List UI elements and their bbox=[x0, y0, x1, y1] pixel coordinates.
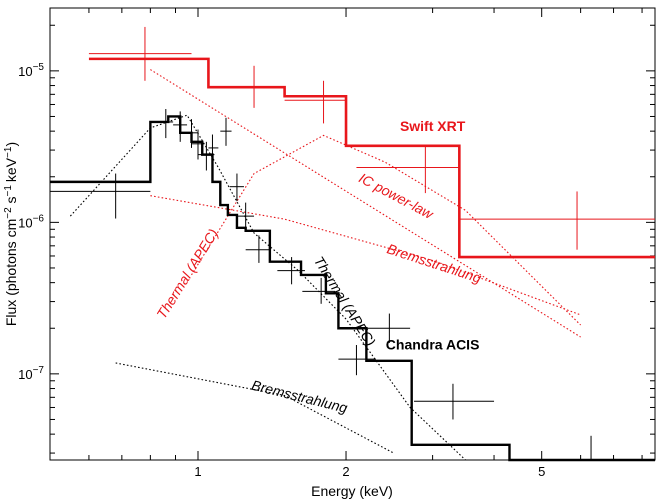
bremsstrahlung-label: Bremsstrahlung bbox=[250, 377, 349, 416]
plot-frame bbox=[49, 7, 656, 461]
y-axis-title: Flux (photons cm−2 s−1keV−1) bbox=[3, 142, 19, 326]
bremsstrahlung-dotted-line bbox=[115, 362, 394, 454]
y-axis-title-part: ) bbox=[3, 142, 19, 147]
swift-xrt-model-step-line bbox=[88, 57, 655, 259]
annotations: Swift XRT IC power-law Bremsstrahlung Therm… bbox=[153, 118, 483, 416]
y-tick-label: 10−6 bbox=[18, 213, 44, 230]
y-tick-base: 10 bbox=[18, 215, 32, 230]
chandra-acis-label: Chandra ACIS bbox=[386, 336, 480, 352]
thermal-apec-label: Thermal (APEC) bbox=[153, 226, 221, 322]
x-tick-label: 1 bbox=[194, 464, 201, 479]
ic-power-law-label: IC power-law bbox=[356, 170, 436, 223]
y-axis-title-part: Flux (photons cm bbox=[3, 219, 19, 326]
ic-power-law-dotted-line bbox=[150, 69, 581, 338]
thermal-apec-dotted-line bbox=[191, 134, 582, 326]
chandra-acis-data-point bbox=[208, 134, 219, 165]
x-tick-label: 5 bbox=[538, 464, 545, 479]
chandra-acis-data-point bbox=[220, 117, 232, 146]
swift-xrt-data-point bbox=[284, 80, 347, 124]
chandra-acis-data-point bbox=[277, 257, 305, 285]
thermal-apec-dotted-line bbox=[69, 114, 466, 461]
y-tick-exponent: −6 bbox=[33, 213, 45, 224]
y-axis-title-sup: −2 bbox=[3, 207, 14, 219]
chandra-acis-data-point bbox=[229, 173, 244, 202]
chandra-acis-data-point bbox=[366, 313, 411, 343]
data-points bbox=[50, 26, 655, 461]
y-tick-base: 10 bbox=[18, 367, 32, 382]
chandra-acis-data-point bbox=[338, 345, 376, 376]
y-axis-title-part: s bbox=[3, 196, 19, 207]
chandra-acis-data-point bbox=[173, 111, 188, 142]
chandra-acis-data-point bbox=[158, 109, 174, 139]
y-axis-title-sup: −1 bbox=[3, 185, 14, 197]
swift-xrt-data-point bbox=[459, 191, 655, 250]
bremsstrahlung-label: Bremsstrahlung bbox=[385, 240, 483, 286]
chandra-acis-data-point bbox=[245, 235, 270, 263]
swift-xrt-data-point bbox=[88, 26, 192, 81]
chandra-acis-data-point bbox=[519, 435, 655, 461]
chandra-acis-data-point bbox=[198, 141, 215, 171]
swift-xrt-data-point bbox=[356, 145, 460, 194]
y-tick-label: 10−7 bbox=[18, 365, 44, 382]
axis-ticks: 1 2 510−710−610−5 bbox=[18, 8, 655, 479]
swift-xrt-label: Swift XRT bbox=[400, 118, 466, 134]
y-tick-exponent: −7 bbox=[33, 365, 45, 376]
swift-xrt-data-point bbox=[222, 65, 285, 108]
chandra-acis-model-step-line bbox=[50, 115, 655, 462]
series-lines bbox=[50, 57, 655, 462]
x-axis-title: Energy (keV) bbox=[311, 483, 393, 499]
y-axis-title-sup: −1 bbox=[3, 146, 14, 158]
chandra-acis-data-point bbox=[414, 383, 495, 420]
chandra-acis-data-point bbox=[236, 202, 255, 230]
bremsstrahlung-dotted-line bbox=[150, 195, 581, 316]
y-tick-label: 10−5 bbox=[18, 62, 44, 79]
x-tick-label: 2 bbox=[342, 464, 349, 479]
chandra-acis-data-point bbox=[50, 173, 151, 219]
y-tick-base: 10 bbox=[18, 64, 32, 79]
chandra-acis-data-point bbox=[184, 119, 199, 148]
y-tick-exponent: −5 bbox=[33, 62, 45, 73]
chandra-acis-data-point bbox=[302, 277, 336, 304]
y-axis-title-part: keV bbox=[3, 157, 19, 182]
